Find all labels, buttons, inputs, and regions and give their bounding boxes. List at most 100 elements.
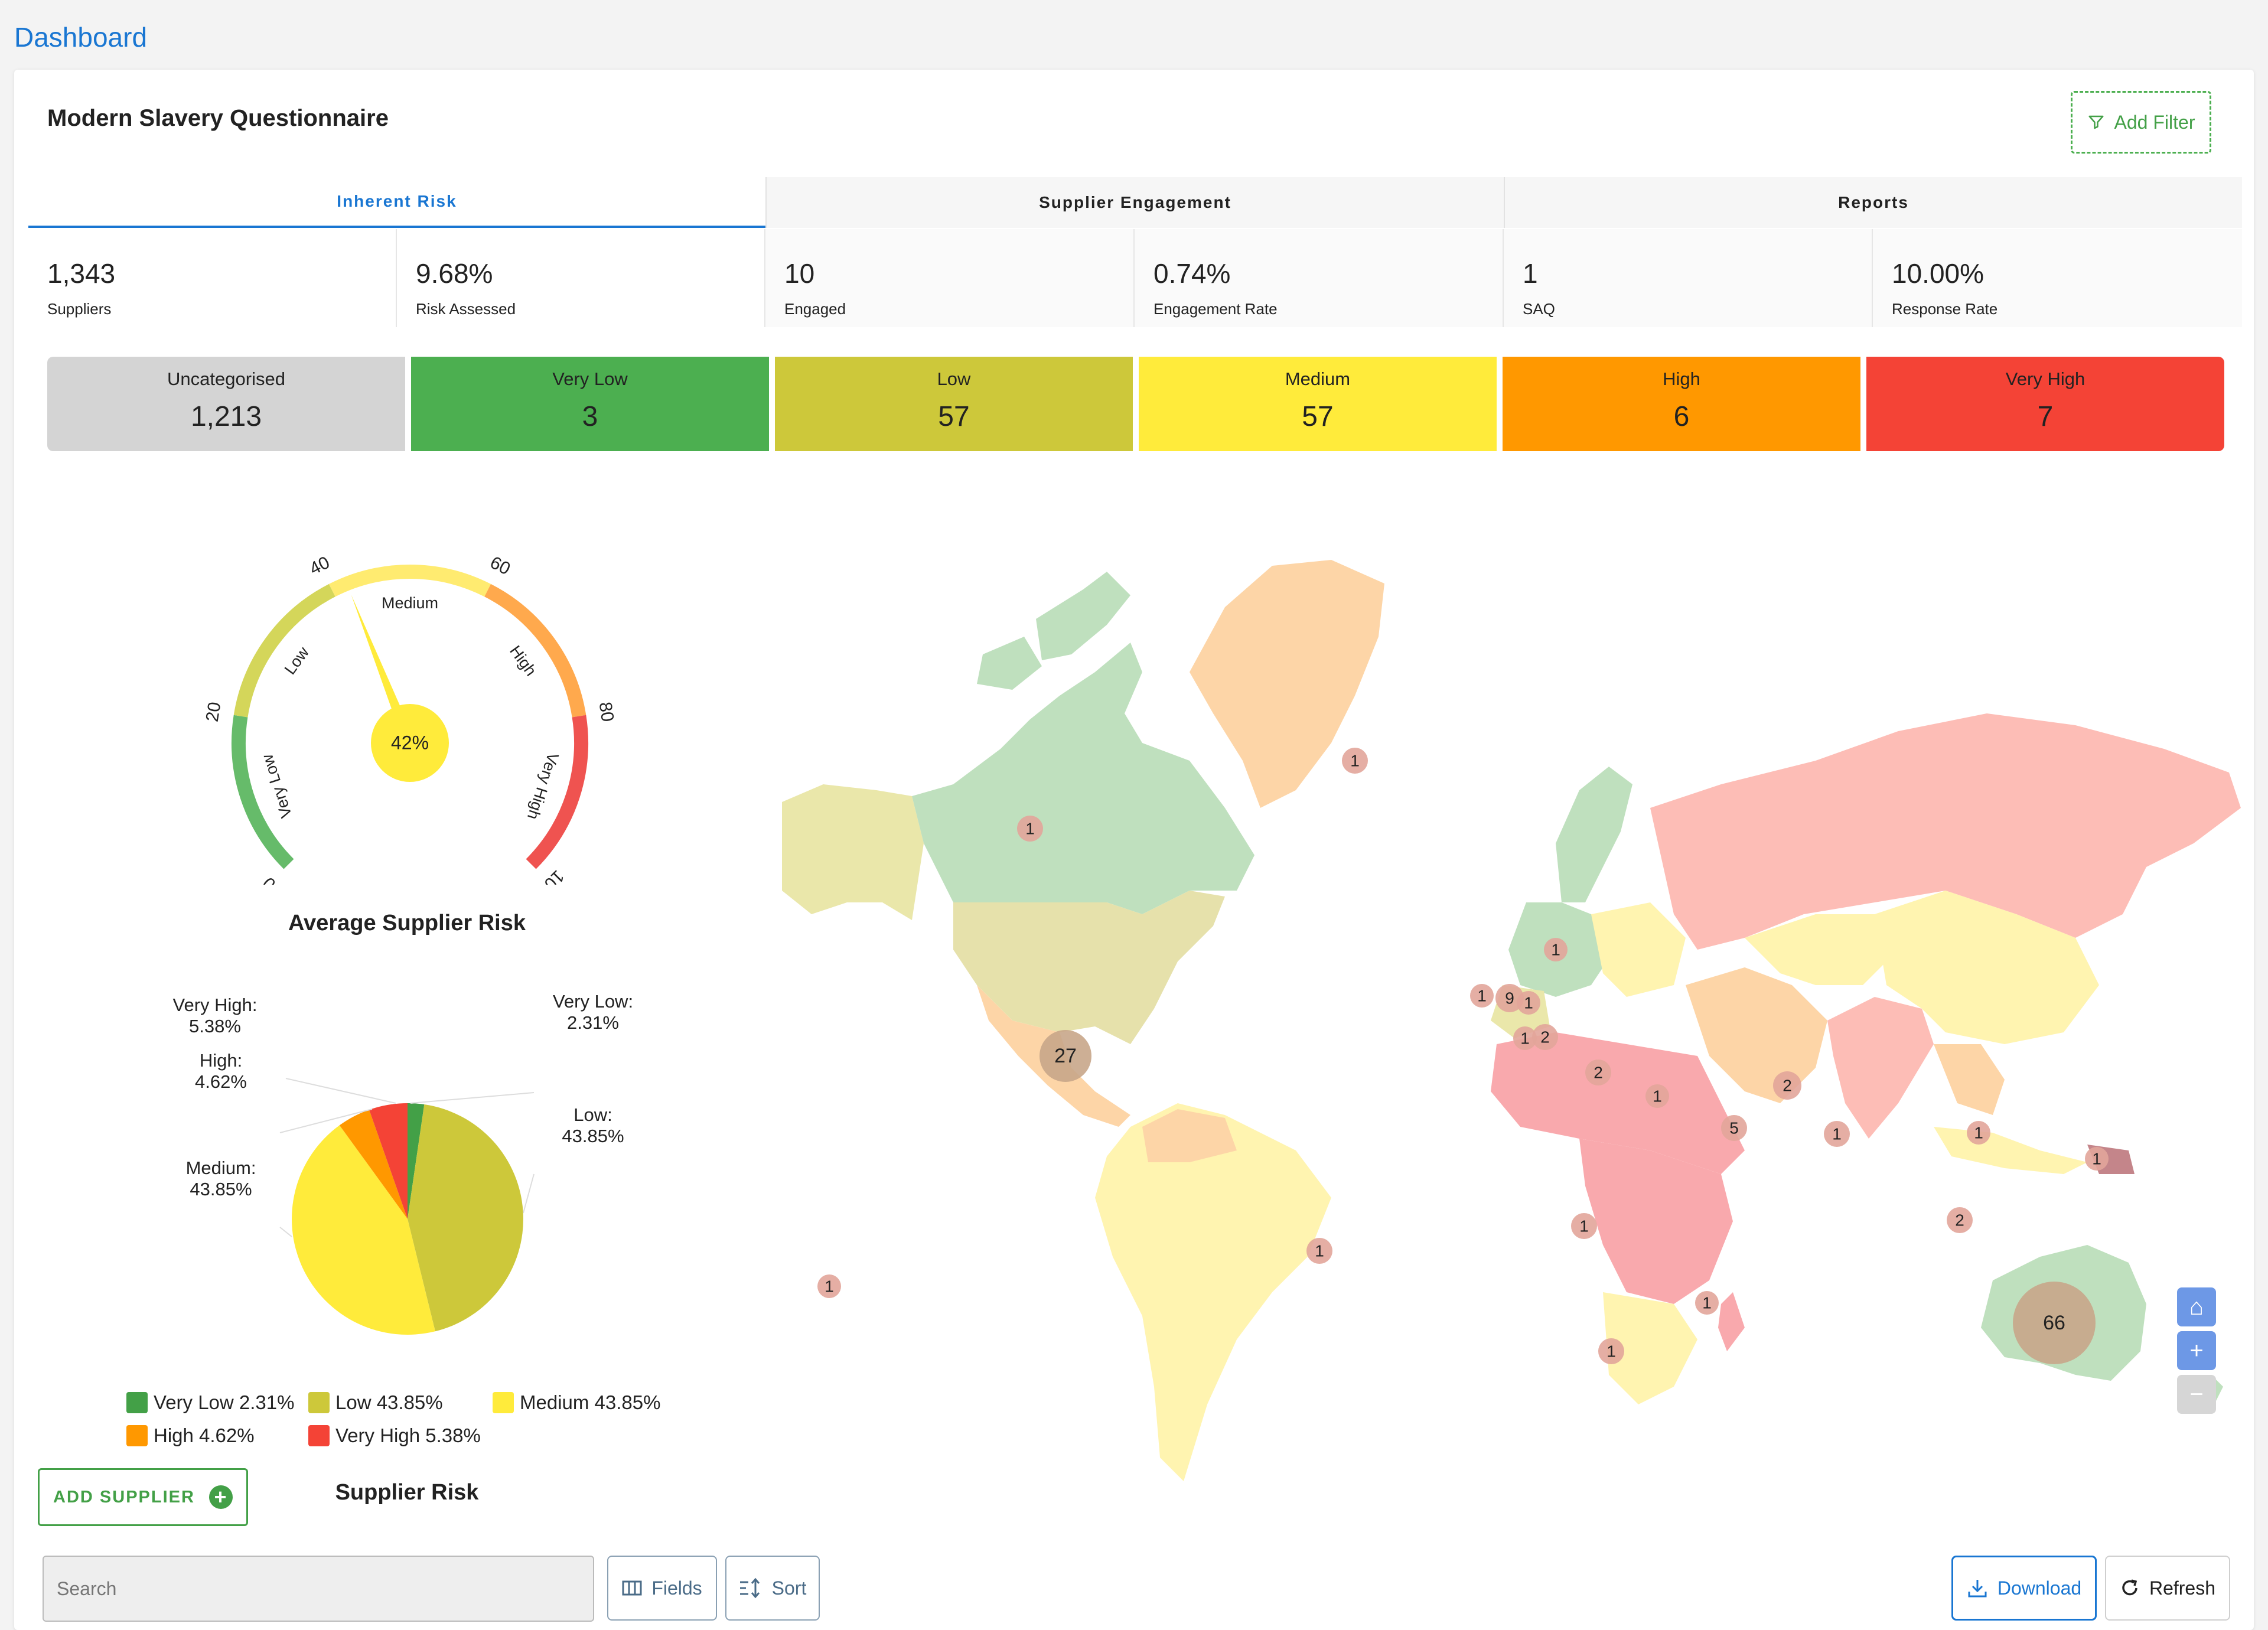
map-cluster-marker[interactable]	[1040, 1030, 1091, 1082]
minus-icon: −	[2189, 1381, 2204, 1407]
pie-slice-medium[interactable]	[291, 1125, 435, 1335]
risk-box-label: High	[1663, 369, 1700, 389]
map-cluster-count: 5	[1729, 1119, 1739, 1137]
risk-box-very-high[interactable]: Very High 7	[1866, 357, 2224, 451]
gauge-tick-label: 20	[203, 700, 225, 723]
add-filter-button[interactable]: Add Filter	[2071, 91, 2211, 154]
map-cluster-count: 2	[1783, 1076, 1792, 1094]
risk-box-uncategorised[interactable]: Uncategorised 1,213	[47, 357, 405, 451]
map-cluster-marker[interactable]	[1342, 748, 1368, 774]
risk-box-value: 57	[938, 401, 970, 432]
filter-icon	[2088, 115, 2104, 129]
tab-inherent-risk[interactable]: Inherent Risk	[28, 177, 765, 228]
region-eastern-europe	[1591, 902, 1686, 997]
download-button[interactable]: Download	[1951, 1556, 2097, 1621]
map-cluster-marker[interactable]	[2013, 1282, 2096, 1364]
map-cluster-marker[interactable]	[1495, 984, 1524, 1012]
map-cluster-count: 9	[1505, 989, 1514, 1007]
map-cluster-marker[interactable]	[1598, 1338, 1624, 1364]
risk-box-high[interactable]: High 6	[1503, 357, 1860, 451]
risk-box-value: 6	[1673, 401, 1690, 432]
gauge-band	[484, 583, 586, 718]
risk-box-medium[interactable]: Medium 57	[1139, 357, 1497, 451]
risk-box-label: Uncategorised	[167, 369, 285, 389]
map-zoom-in-button[interactable]: +	[2177, 1331, 2216, 1370]
map-cluster-marker[interactable]	[1017, 816, 1043, 842]
gauge-tick-label: 0	[259, 873, 279, 885]
pie-label-name: Very High:	[172, 995, 258, 1015]
map-cluster-marker[interactable]	[1517, 991, 1540, 1015]
map-cluster-marker[interactable]	[1947, 1207, 1973, 1233]
map-cluster-count: 1	[1832, 1124, 1842, 1143]
region-central-asia	[1745, 914, 1898, 985]
map-cluster-marker[interactable]	[2085, 1147, 2109, 1171]
stat-value: 9.68%	[416, 258, 493, 289]
map-cluster-count: 1	[1350, 751, 1360, 770]
pie-label-low: Low: 43.85%	[534, 1104, 652, 1147]
legend-item-high[interactable]: High 4.62%	[126, 1424, 255, 1447]
pie-slice-low[interactable]	[408, 1104, 523, 1332]
map-cluster-marker[interactable]	[1306, 1238, 1332, 1264]
gauge-band-label: High	[506, 642, 540, 679]
legend-item-very-high[interactable]: Very High 5.38%	[308, 1424, 481, 1447]
pie-leader-line	[279, 1227, 292, 1237]
stat-value: 1	[1523, 258, 1538, 289]
pie-label-pct: 43.85%	[190, 1179, 252, 1199]
map-cluster-marker[interactable]	[1513, 1026, 1537, 1050]
map-cluster-marker[interactable]	[1967, 1121, 1990, 1145]
stat-label: Engaged	[784, 300, 846, 318]
map-cluster-marker[interactable]	[1824, 1121, 1850, 1147]
fields-button[interactable]: Fields	[607, 1556, 717, 1621]
stat-label: Risk Assessed	[416, 300, 516, 318]
refresh-button[interactable]: Refresh	[2105, 1556, 2230, 1621]
stat-label: Response Rate	[1892, 300, 1998, 318]
gauge-band-label: Medium	[382, 594, 438, 612]
map-cluster-marker[interactable]	[1721, 1115, 1747, 1141]
search-input[interactable]	[43, 1556, 594, 1622]
pie-slice-very-low[interactable]	[408, 1103, 425, 1219]
legend-text: Very Low 2.31%	[154, 1391, 295, 1413]
map-cluster-marker[interactable]	[1470, 984, 1494, 1008]
map-cluster-count: 1	[2092, 1149, 2101, 1168]
map-cluster-marker[interactable]	[1773, 1071, 1801, 1100]
region-china	[1875, 891, 2099, 1044]
map-cluster-marker[interactable]	[1532, 1024, 1558, 1050]
pie-leader-line	[523, 1173, 535, 1214]
region-canada	[912, 643, 1254, 914]
legend-item-medium[interactable]: Medium 43.85%	[493, 1391, 660, 1414]
map-cluster-marker[interactable]	[1645, 1084, 1669, 1108]
legend-item-very-low[interactable]: Very Low 2.31%	[126, 1391, 294, 1414]
risk-box-very-low[interactable]: Very Low 3	[411, 357, 769, 451]
map-cluster-count: 2	[1540, 1028, 1550, 1046]
region-alaska	[782, 784, 924, 920]
sort-label: Sort	[771, 1577, 807, 1599]
risk-box-value: 3	[582, 401, 598, 432]
map-cluster-count: 1	[1653, 1087, 1662, 1105]
risk-box-value: 57	[1302, 401, 1334, 432]
pie-label-pct: 2.31%	[567, 1012, 619, 1033]
pie-label-name: Low:	[573, 1104, 612, 1125]
sort-button[interactable]: Sort	[725, 1556, 820, 1621]
map-cluster-count: 2	[1594, 1063, 1603, 1081]
legend-item-low[interactable]: Low 43.85%	[308, 1391, 443, 1414]
pie-slice-high[interactable]	[339, 1110, 408, 1219]
map-home-button[interactable]: ⌂	[2177, 1287, 2216, 1326]
home-icon: ⌂	[2189, 1293, 2204, 1320]
map-cluster-marker[interactable]	[1571, 1213, 1597, 1239]
tab-reports[interactable]: Reports	[1504, 177, 2242, 228]
add-supplier-button[interactable]: ADD SUPPLIER +	[38, 1468, 248, 1526]
tab-supplier-engagement[interactable]: Supplier Engagement	[765, 177, 1504, 228]
gauge-title: Average Supplier Risk	[288, 911, 526, 935]
risk-box-low[interactable]: Low 57	[775, 357, 1133, 451]
region-africa-north	[1491, 1032, 1745, 1174]
region-canada-islands	[1036, 572, 1130, 660]
map-zoom-out-button[interactable]: −	[2177, 1375, 2216, 1414]
map-cluster-marker[interactable]	[1544, 938, 1568, 961]
map-cluster-marker[interactable]	[1695, 1291, 1719, 1315]
pie-slice-very-high[interactable]	[369, 1103, 408, 1219]
region-venezuela	[1142, 1109, 1237, 1162]
map-cluster-marker[interactable]	[1585, 1060, 1611, 1085]
map-cluster-count: 66	[2043, 1312, 2065, 1334]
map-cluster-marker[interactable]	[817, 1274, 841, 1298]
